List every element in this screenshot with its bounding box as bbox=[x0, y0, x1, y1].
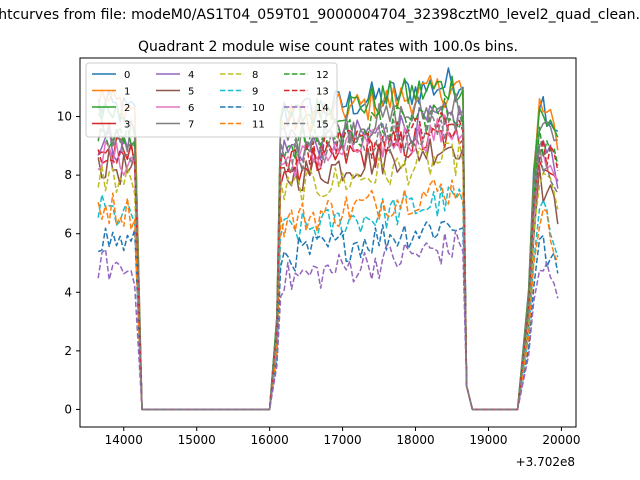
y-tick-label: 6 bbox=[64, 227, 72, 241]
plot-area-frame bbox=[79, 57, 577, 428]
x-tick-label: 14000 bbox=[105, 433, 143, 447]
legend-label-15: 15 bbox=[316, 120, 329, 131]
series-line-15 bbox=[97, 110, 559, 411]
legend-label-8: 8 bbox=[252, 70, 258, 81]
y-axis: 0 2 4 6 8 10 bbox=[57, 110, 80, 416]
x-offset-label: +3.702e8 bbox=[516, 455, 575, 469]
legend-label-14: 14 bbox=[316, 103, 329, 114]
y-tick-label: 10 bbox=[57, 110, 72, 124]
series-line-7 bbox=[97, 92, 558, 411]
y-tick-label: 8 bbox=[64, 168, 72, 182]
series-line-10 bbox=[97, 220, 559, 411]
series-line-5 bbox=[97, 138, 559, 411]
x-tick-label: 17000 bbox=[323, 433, 361, 447]
series-layer bbox=[97, 67, 559, 411]
y-tick-label: 0 bbox=[64, 402, 72, 416]
y-tick-label: 4 bbox=[64, 285, 72, 299]
legend-label-1: 1 bbox=[124, 87, 130, 98]
series-line-6 bbox=[97, 114, 559, 411]
y-tick-label: 2 bbox=[64, 344, 72, 358]
legend-label-0: 0 bbox=[124, 70, 130, 81]
x-tick-label: 15000 bbox=[178, 433, 216, 447]
chart-suptitle: Lightcurves from file: modeM0/AS1T04_059… bbox=[0, 7, 640, 23]
legend-box bbox=[85, 62, 338, 138]
x-axis: 14000 15000 16000 17000 18000 19000 20000 bbox=[105, 427, 581, 447]
x-tick-label: 16000 bbox=[251, 433, 289, 447]
legend-label-3: 3 bbox=[124, 120, 130, 131]
legend-label-7: 7 bbox=[188, 120, 194, 131]
legend-label-5: 5 bbox=[188, 87, 194, 98]
legend-label-4: 4 bbox=[188, 70, 194, 81]
series-line-4 bbox=[97, 101, 559, 411]
legend-label-11: 11 bbox=[252, 120, 265, 131]
series-line-11 bbox=[97, 178, 559, 411]
legend-label-9: 9 bbox=[252, 87, 258, 98]
series-line-14 bbox=[97, 229, 559, 411]
legend-label-10: 10 bbox=[252, 103, 265, 114]
legend-label-2: 2 bbox=[124, 103, 130, 114]
legend-label-13: 13 bbox=[316, 87, 329, 98]
legend-label-12: 12 bbox=[316, 70, 329, 81]
series-line-13 bbox=[97, 111, 559, 411]
chart-title: Quadrant 2 module wise count rates with … bbox=[138, 39, 518, 55]
x-tick-label: 18000 bbox=[396, 433, 434, 447]
x-tick-label: 19000 bbox=[469, 433, 507, 447]
x-tick-label: 20000 bbox=[542, 433, 580, 447]
series-line-9 bbox=[97, 186, 559, 411]
legend-label-6: 6 bbox=[188, 103, 194, 114]
